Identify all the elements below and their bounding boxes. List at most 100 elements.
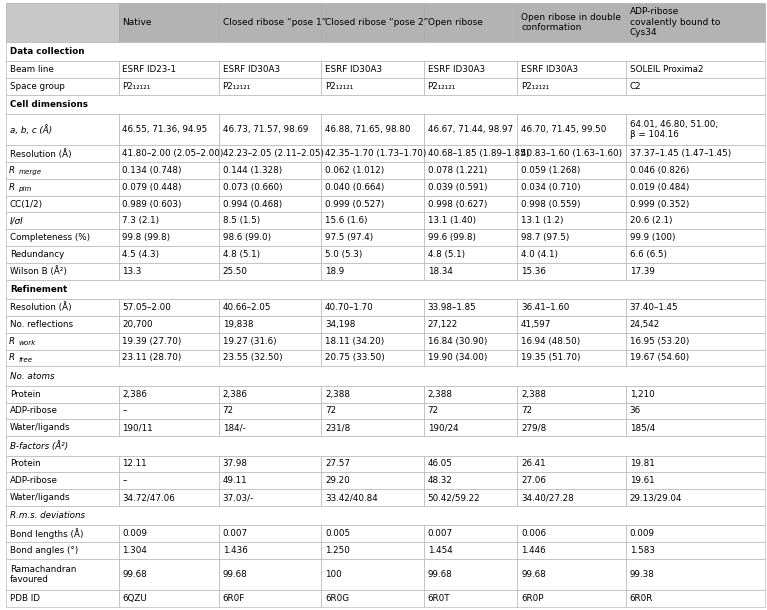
Text: 27,122: 27,122	[428, 320, 458, 329]
Text: 16.94 (48.50): 16.94 (48.50)	[521, 337, 581, 346]
Text: Native: Native	[123, 18, 152, 27]
Text: 15.6 (1.6): 15.6 (1.6)	[325, 217, 367, 225]
Text: 0.007: 0.007	[428, 529, 453, 538]
Text: 17.39: 17.39	[630, 267, 654, 276]
Bar	[321, 420, 424, 436]
Text: 97.5 (97.4): 97.5 (97.4)	[325, 233, 374, 242]
Bar	[119, 299, 219, 316]
Text: ADP-ribose: ADP-ribose	[10, 476, 58, 486]
Text: 0.005: 0.005	[325, 529, 351, 538]
Bar	[6, 246, 119, 263]
Bar	[626, 489, 765, 506]
Bar	[6, 386, 119, 403]
Text: 99.68: 99.68	[123, 570, 147, 579]
Text: 0.998 (0.559): 0.998 (0.559)	[521, 199, 581, 209]
Bar	[6, 162, 119, 179]
Bar	[626, 472, 765, 489]
Text: 42.35–1.70 (1.73–1.70): 42.35–1.70 (1.73–1.70)	[325, 149, 426, 158]
Bar	[424, 78, 517, 95]
Text: 46.88, 71.65, 98.80: 46.88, 71.65, 98.80	[325, 125, 410, 134]
Text: 13.3: 13.3	[123, 267, 142, 276]
Text: CC(1/2): CC(1/2)	[10, 199, 43, 209]
Text: No. atoms: No. atoms	[10, 371, 54, 381]
Bar	[321, 114, 424, 145]
Bar	[119, 350, 219, 367]
Text: 98.7 (97.5): 98.7 (97.5)	[521, 233, 569, 242]
Text: Beam line: Beam line	[10, 65, 54, 74]
Bar	[321, 559, 424, 590]
Text: B-factors (Å²): B-factors (Å²)	[10, 441, 68, 451]
Text: 23.55 (32.50): 23.55 (32.50)	[222, 353, 282, 362]
Bar	[119, 333, 219, 350]
Bar	[517, 179, 626, 196]
Bar	[6, 179, 119, 196]
Text: 0.006: 0.006	[521, 529, 546, 538]
Text: 64.01, 46.80, 51.00;
β = 104.16: 64.01, 46.80, 51.00; β = 104.16	[630, 120, 718, 139]
Bar	[119, 316, 219, 333]
Bar	[6, 41, 765, 61]
Text: 231/8: 231/8	[325, 423, 351, 432]
Bar	[424, 456, 517, 472]
Bar	[119, 472, 219, 489]
Text: 0.034 (0.710): 0.034 (0.710)	[521, 183, 581, 192]
Bar	[424, 196, 517, 212]
Text: Redundancy: Redundancy	[10, 250, 64, 259]
Text: Closed ribose “pose 1”: Closed ribose “pose 1”	[222, 18, 326, 27]
Bar	[219, 3, 321, 41]
Bar	[321, 542, 424, 559]
Bar	[219, 386, 321, 403]
Bar	[626, 114, 765, 145]
Text: 48.32: 48.32	[428, 476, 453, 486]
Text: 19,838: 19,838	[222, 320, 253, 329]
Text: 40.66–2.05: 40.66–2.05	[222, 303, 271, 312]
Text: ESRF ID30A3: ESRF ID30A3	[222, 65, 280, 74]
Text: 0.999 (0.352): 0.999 (0.352)	[630, 199, 689, 209]
Bar	[626, 542, 765, 559]
Bar	[119, 456, 219, 472]
Text: No. reflections: No. reflections	[10, 320, 73, 329]
Bar	[321, 299, 424, 316]
Bar	[6, 489, 119, 506]
Text: 99.9 (100): 99.9 (100)	[630, 233, 675, 242]
Text: Open ribose: Open ribose	[428, 18, 482, 27]
Text: 2,388: 2,388	[325, 390, 350, 399]
Bar	[6, 114, 119, 145]
Bar	[517, 299, 626, 316]
Bar	[626, 316, 765, 333]
Bar	[517, 229, 626, 246]
Bar	[517, 472, 626, 489]
Bar	[119, 263, 219, 280]
Text: 1.446: 1.446	[521, 546, 545, 555]
Text: 49.11: 49.11	[222, 476, 247, 486]
Bar	[119, 78, 219, 95]
Text: 0.989 (0.603): 0.989 (0.603)	[123, 199, 182, 209]
Bar	[517, 386, 626, 403]
Text: P2₁₂₁₂₁: P2₁₂₁₂₁	[428, 82, 456, 91]
Text: P2₁₂₁₂₁: P2₁₂₁₂₁	[521, 82, 549, 91]
Text: Resolution (Å): Resolution (Å)	[10, 149, 71, 159]
Bar	[119, 386, 219, 403]
Text: PDB ID: PDB ID	[10, 594, 40, 603]
Bar	[424, 403, 517, 420]
Text: 41,597: 41,597	[521, 320, 551, 329]
Bar	[626, 246, 765, 263]
Text: 29.13/29.04: 29.13/29.04	[630, 493, 682, 502]
Bar	[6, 367, 765, 386]
Text: –: –	[123, 476, 127, 486]
Bar	[424, 229, 517, 246]
Text: 1.304: 1.304	[123, 546, 147, 555]
Bar	[321, 590, 424, 607]
Bar	[219, 299, 321, 316]
Bar	[321, 386, 424, 403]
Bar	[6, 559, 119, 590]
Text: 0.040 (0.664): 0.040 (0.664)	[325, 183, 384, 192]
Bar	[219, 246, 321, 263]
Bar	[321, 229, 424, 246]
Bar	[321, 78, 424, 95]
Bar	[626, 350, 765, 367]
Text: 0.007: 0.007	[222, 529, 248, 538]
Bar	[219, 489, 321, 506]
Bar	[6, 3, 119, 41]
Bar	[119, 420, 219, 436]
Text: 0.046 (0.826): 0.046 (0.826)	[630, 166, 689, 175]
